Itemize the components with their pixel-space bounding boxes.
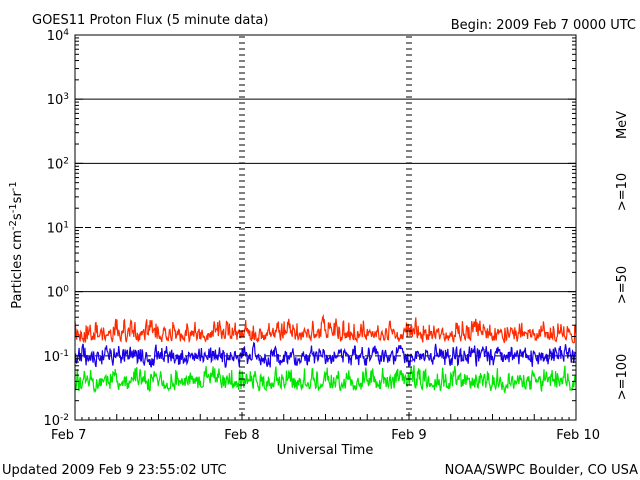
y-tick-label-exponent: -2	[60, 413, 69, 423]
y-tick-label-base: 10	[43, 350, 60, 365]
y-axis-label-sr: sr	[10, 191, 25, 204]
updated-timestamp: Updated 2009 Feb 9 23:55:02 UTC	[2, 463, 227, 478]
legend-item-ge100: >=100	[615, 354, 630, 401]
y-tick-label-exponent: -1	[60, 349, 69, 359]
x-tick-label: Feb 7	[51, 428, 86, 443]
y-axis-label-exp2: -1	[8, 203, 19, 213]
y-tick-label-exponent: 1	[63, 221, 69, 231]
y-tick-label-exponent: 3	[63, 92, 69, 102]
x-tick-label: Feb 10	[556, 428, 600, 443]
y-tick-label-base: 10	[47, 29, 64, 44]
y-tick-label-exponent: 0	[63, 285, 69, 295]
y-axis-label: Particles cm-2s-1sr-1	[8, 181, 26, 309]
y-tick-label: 101	[47, 221, 69, 237]
y-tick-label: 10-2	[43, 413, 69, 429]
x-tick-label: Feb 8	[224, 428, 259, 443]
gridlines	[75, 98, 576, 357]
x-axis-label: Universal Time	[277, 443, 374, 458]
legend-title: MeV	[615, 111, 630, 139]
y-tick-label: 103	[47, 92, 69, 108]
y-axis-label-exp1: -2	[8, 220, 19, 230]
x-tick-label: Feb 9	[391, 428, 426, 443]
legend-item-ge50: >=50	[615, 266, 630, 304]
x-axis-ticks: Feb 7 Feb 8 Feb 9 Feb 10	[51, 412, 600, 443]
y-tick-label: 100	[47, 285, 70, 301]
chart-title: GOES11 Proton Flux (5 minute data)	[32, 13, 268, 28]
y-axis-label-exp3: -1	[8, 181, 19, 191]
y-tick-label: 10-1	[43, 349, 69, 365]
y-axis-label-particles: Particles cm	[10, 230, 25, 309]
begin-time: Begin: 2009 Feb 7 0000 UTC	[451, 18, 636, 33]
series-layer	[74, 313, 577, 394]
y-tick-label: 104	[47, 28, 70, 44]
legend-item-ge10: >=10	[615, 173, 630, 211]
series-line-100	[74, 365, 577, 394]
y-tick-label-base: 10	[47, 222, 64, 237]
y-tick-label-exponent: 2	[63, 156, 69, 166]
series-line-50	[74, 341, 577, 368]
y-tick-label-base: 10	[47, 157, 64, 172]
y-axis-label-s: s	[10, 213, 25, 220]
day-ticks	[239, 36, 412, 416]
y-tick-label-base: 10	[47, 286, 64, 301]
series-line-10	[74, 313, 577, 344]
y-tick-label-exponent: 4	[63, 28, 69, 38]
y-tick-label-base: 10	[47, 93, 64, 108]
credit-text: NOAA/SWPC Boulder, CO USA	[445, 463, 638, 478]
y-tick-label: 102	[47, 156, 69, 172]
legend: MeV >=10 >=50 >=100	[615, 111, 630, 400]
y-tick-label-base: 10	[43, 414, 60, 429]
